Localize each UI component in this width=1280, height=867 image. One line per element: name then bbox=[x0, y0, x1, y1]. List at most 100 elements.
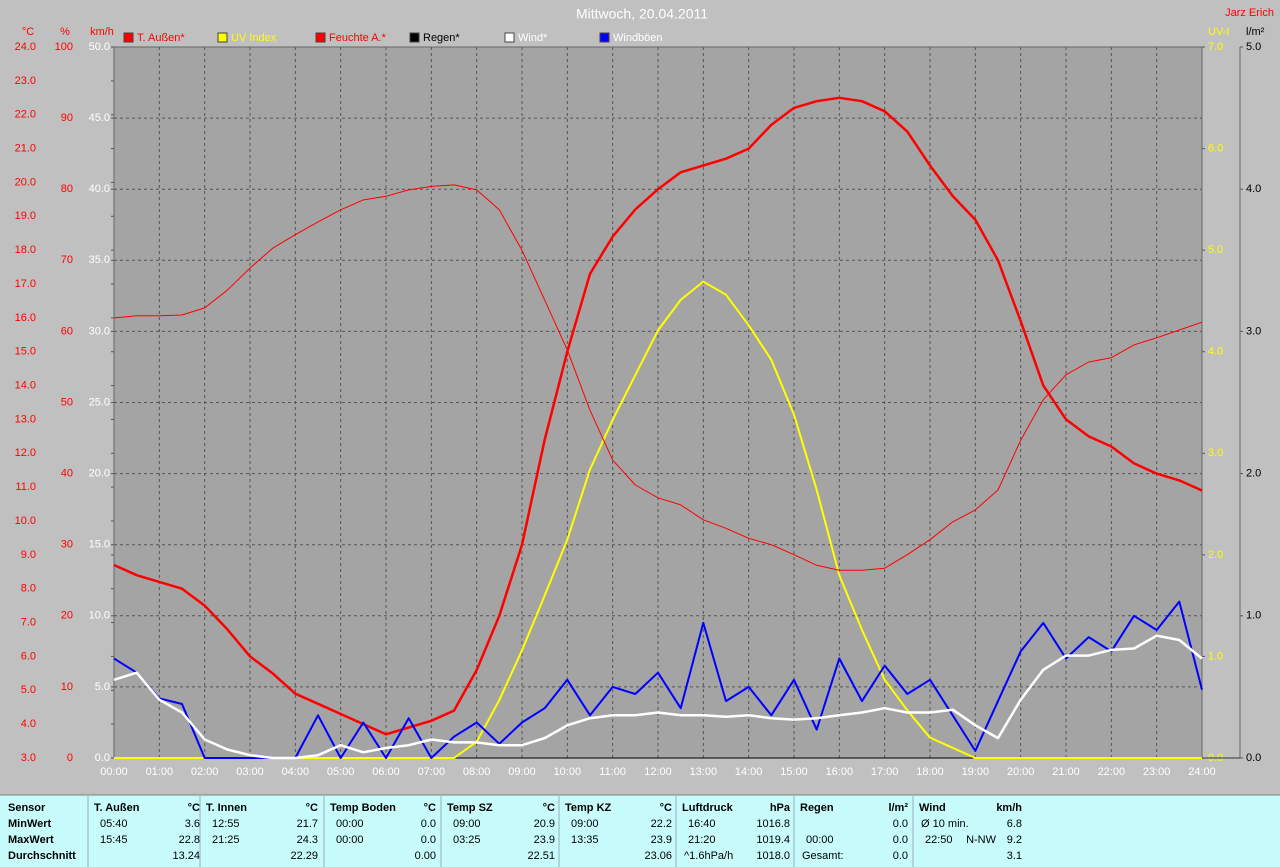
cell-value: 0.0 bbox=[893, 834, 908, 846]
cell-left: 22:50 bbox=[925, 834, 953, 846]
y-tick-label: 5.0 bbox=[95, 681, 110, 693]
y-tick-label: 20.0 bbox=[89, 468, 110, 480]
y-tick-label: 3.0 bbox=[21, 752, 36, 764]
y-tick-label: 4.0 bbox=[1208, 346, 1223, 358]
cell-left: 00:00 bbox=[336, 818, 364, 830]
axis-title: °C bbox=[22, 26, 34, 38]
y-tick-label: 17.0 bbox=[15, 278, 36, 290]
y-tick-label: 35.0 bbox=[89, 254, 110, 266]
x-tick-label: 04:00 bbox=[282, 766, 310, 778]
legend-swatch bbox=[599, 32, 610, 43]
cell-value: 1016.8 bbox=[756, 818, 790, 830]
y-tick-label: 70 bbox=[61, 254, 73, 266]
y-tick-label: 14.0 bbox=[15, 379, 36, 391]
cell-value: 23.9 bbox=[534, 834, 555, 846]
y-tick-label: 16.0 bbox=[15, 312, 36, 324]
x-tick-label: 11:00 bbox=[599, 766, 626, 778]
y-tick-label: 8.0 bbox=[21, 583, 36, 595]
x-tick-label: 23:00 bbox=[1143, 766, 1171, 778]
y-tick-label: 10.0 bbox=[15, 515, 36, 527]
cell-value: 1019.4 bbox=[756, 834, 790, 846]
stats-table bbox=[0, 795, 1280, 867]
cell-value: 22.2 bbox=[651, 818, 672, 830]
y-tick-label: 90 bbox=[61, 112, 73, 124]
y-tick-label: 25.0 bbox=[89, 396, 110, 408]
cell-value: 22.29 bbox=[290, 850, 318, 862]
cell-value: 0.0 bbox=[893, 850, 908, 862]
x-tick-label: 20:00 bbox=[1007, 766, 1035, 778]
cell-value: 23.9 bbox=[651, 834, 672, 846]
axis-title: UV-I bbox=[1208, 26, 1229, 38]
axis-title: l/m² bbox=[1246, 26, 1265, 38]
column-unit: °C bbox=[660, 802, 672, 814]
column-title: Luftdruck bbox=[682, 802, 734, 814]
y-tick-label: 11.0 bbox=[15, 481, 36, 493]
legend-swatch bbox=[315, 32, 326, 43]
cell-left: 15:45 bbox=[100, 834, 128, 846]
cell-left: 16:40 bbox=[688, 818, 716, 830]
x-tick-label: 07:00 bbox=[418, 766, 446, 778]
cell-left: 21:25 bbox=[212, 834, 240, 846]
legend-label: UV Index bbox=[231, 32, 277, 44]
column-unit: °C bbox=[424, 802, 436, 814]
y-tick-label: 3.0 bbox=[1246, 325, 1261, 337]
cell-value: 3.6 bbox=[185, 818, 200, 830]
y-tick-label: 3.0 bbox=[1208, 447, 1223, 459]
y-tick-label: 5.0 bbox=[21, 684, 36, 696]
table-header: Sensor bbox=[8, 802, 46, 814]
y-tick-label: 7.0 bbox=[21, 616, 36, 628]
y-tick-label: 22.0 bbox=[15, 109, 36, 121]
chart-title: Mittwoch, 20.04.2011 bbox=[576, 6, 708, 22]
y-tick-label: 2.0 bbox=[1246, 468, 1261, 480]
x-tick-label: 02:00 bbox=[191, 766, 219, 778]
x-tick-label: 15:00 bbox=[780, 766, 808, 778]
y-tick-label: 5.0 bbox=[1208, 244, 1223, 256]
x-tick-label: 17:00 bbox=[871, 766, 899, 778]
y-tick-label: 23.0 bbox=[15, 75, 36, 87]
cell-value: 6.8 bbox=[1007, 818, 1022, 830]
y-tick-label: 18.0 bbox=[15, 244, 36, 256]
x-tick-label: 13:00 bbox=[690, 766, 718, 778]
cell-left: 13:35 bbox=[571, 834, 599, 846]
y-tick-label: 0 bbox=[67, 752, 73, 764]
cell-value: 20.9 bbox=[534, 818, 555, 830]
cell-value: 22.51 bbox=[527, 850, 555, 862]
y-tick-label: 9.0 bbox=[21, 549, 36, 561]
y-tick-label: 10 bbox=[61, 681, 73, 693]
y-tick-label: 15.0 bbox=[15, 346, 36, 358]
cell-left: 21:20 bbox=[688, 834, 716, 846]
column-unit: °C bbox=[188, 802, 200, 814]
row-label: Durchschnitt bbox=[8, 850, 76, 862]
cell-left: 05:40 bbox=[100, 818, 128, 830]
column-title: Temp Boden bbox=[330, 802, 396, 814]
x-tick-label: 09:00 bbox=[508, 766, 536, 778]
column-unit: l/m² bbox=[888, 802, 908, 814]
cell-value: 0.0 bbox=[421, 818, 436, 830]
x-tick-label: 00:00 bbox=[100, 766, 128, 778]
row-label: MaxWert bbox=[8, 834, 54, 846]
cell-value: 9.2 bbox=[1007, 834, 1022, 846]
y-tick-label: 100 bbox=[55, 41, 73, 53]
y-tick-label: 4.0 bbox=[1246, 183, 1261, 195]
y-tick-label: 19.0 bbox=[15, 210, 36, 222]
y-tick-label: 80 bbox=[61, 183, 73, 195]
y-tick-label: 50 bbox=[61, 396, 73, 408]
x-tick-label: 10:00 bbox=[554, 766, 582, 778]
y-tick-label: 20.0 bbox=[15, 176, 36, 188]
x-tick-label: 06:00 bbox=[372, 766, 400, 778]
cell-value: 0.0 bbox=[421, 834, 436, 846]
cell-left: 09:00 bbox=[453, 818, 481, 830]
y-tick-label: 5.0 bbox=[1246, 41, 1261, 53]
series-line bbox=[113, 634, 1203, 760]
x-tick-label: 24:00 bbox=[1188, 766, 1216, 778]
y-tick-label: 24.0 bbox=[15, 41, 36, 53]
y-tick-label: 4.0 bbox=[21, 718, 36, 730]
y-tick-label: 60 bbox=[61, 325, 73, 337]
y-tick-label: 50.0 bbox=[89, 41, 110, 53]
cell-value: 23.06 bbox=[644, 850, 672, 862]
cell-value: 22.8 bbox=[179, 834, 200, 846]
y-tick-label: 13.0 bbox=[15, 413, 36, 425]
y-tick-label: 45.0 bbox=[89, 112, 110, 124]
row-label: MinWert bbox=[8, 818, 52, 830]
cell-left: ^1.6hPa/h bbox=[684, 850, 733, 862]
